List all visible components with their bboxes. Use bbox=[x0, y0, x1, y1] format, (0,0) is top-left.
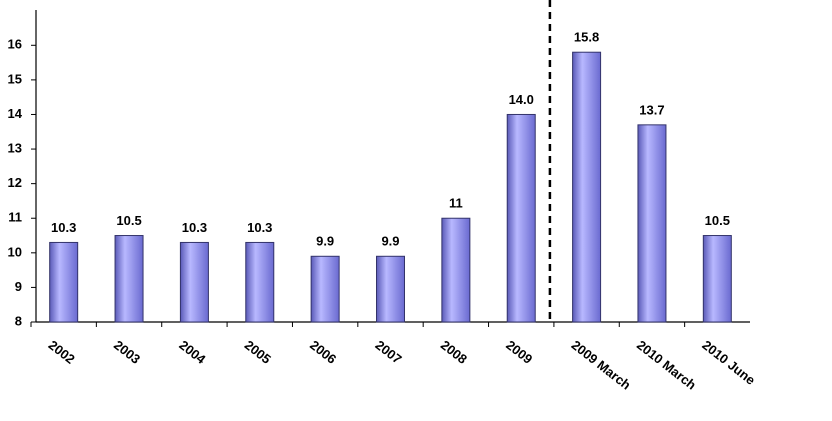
data-label: 13.7 bbox=[639, 102, 664, 117]
bar bbox=[506, 113, 536, 323]
x-tick-label: 2008 bbox=[438, 337, 470, 367]
x-tick-label: 2010 June bbox=[699, 337, 758, 388]
bar bbox=[702, 235, 732, 323]
data-label: 14.0 bbox=[509, 92, 534, 107]
bar bbox=[376, 255, 405, 323]
bar bbox=[310, 255, 340, 323]
y-tick-label: 9 bbox=[15, 279, 22, 294]
x-tick-label: 2003 bbox=[111, 337, 143, 367]
y-tick-label: 8 bbox=[15, 313, 22, 328]
y-tick-label: 13 bbox=[8, 140, 22, 155]
data-label: 10.3 bbox=[182, 220, 207, 235]
y-tick-label: 16 bbox=[8, 37, 22, 52]
x-tick-label: 2006 bbox=[307, 337, 339, 367]
x-tick-label: 2009 March bbox=[569, 337, 634, 392]
bar bbox=[572, 51, 602, 323]
bar bbox=[49, 241, 79, 323]
x-tick-label: 2004 bbox=[176, 337, 209, 367]
data-label: 9.9 bbox=[381, 234, 399, 249]
y-tick-label: 11 bbox=[8, 210, 22, 225]
data-label: 10.5 bbox=[705, 213, 730, 228]
bar bbox=[179, 241, 209, 323]
y-tick-label: 10 bbox=[8, 244, 22, 259]
data-label: 9.9 bbox=[316, 234, 334, 249]
bar bbox=[637, 124, 667, 323]
bar bbox=[114, 235, 144, 323]
y-tick-label: 15 bbox=[8, 71, 22, 86]
data-label: 10.3 bbox=[51, 220, 76, 235]
data-label: 10.5 bbox=[116, 213, 141, 228]
bar bbox=[441, 217, 471, 323]
x-tick-label: 2007 bbox=[373, 337, 405, 367]
x-tick-label: 2005 bbox=[242, 337, 274, 367]
data-label: 15.8 bbox=[574, 30, 599, 45]
y-tick-label: 12 bbox=[8, 175, 22, 190]
data-label: 11 bbox=[449, 196, 463, 211]
data-label: 10.3 bbox=[247, 220, 272, 235]
y-tick-label: 14 bbox=[8, 106, 23, 121]
bar bbox=[245, 241, 275, 323]
x-tick-label: 2009 bbox=[503, 337, 535, 367]
x-tick-label: 2010 March bbox=[634, 337, 699, 392]
x-tick-label: 2002 bbox=[46, 337, 78, 367]
